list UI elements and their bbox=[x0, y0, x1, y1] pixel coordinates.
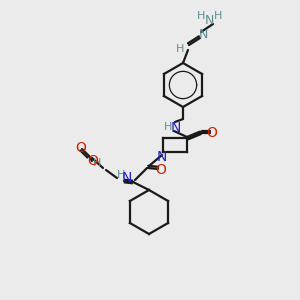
Text: N: N bbox=[157, 150, 167, 164]
Text: O: O bbox=[207, 126, 218, 140]
Text: H: H bbox=[117, 170, 125, 180]
Text: H: H bbox=[93, 158, 101, 168]
Text: H: H bbox=[164, 122, 172, 132]
Text: H: H bbox=[197, 11, 205, 21]
Text: H: H bbox=[176, 44, 184, 54]
Text: N: N bbox=[198, 28, 208, 40]
Text: O: O bbox=[88, 154, 98, 168]
Text: H: H bbox=[214, 11, 222, 21]
Text: O: O bbox=[76, 141, 86, 155]
Text: O: O bbox=[156, 163, 167, 177]
Text: N: N bbox=[204, 14, 214, 28]
Text: N: N bbox=[171, 121, 181, 135]
Text: N: N bbox=[122, 171, 132, 185]
